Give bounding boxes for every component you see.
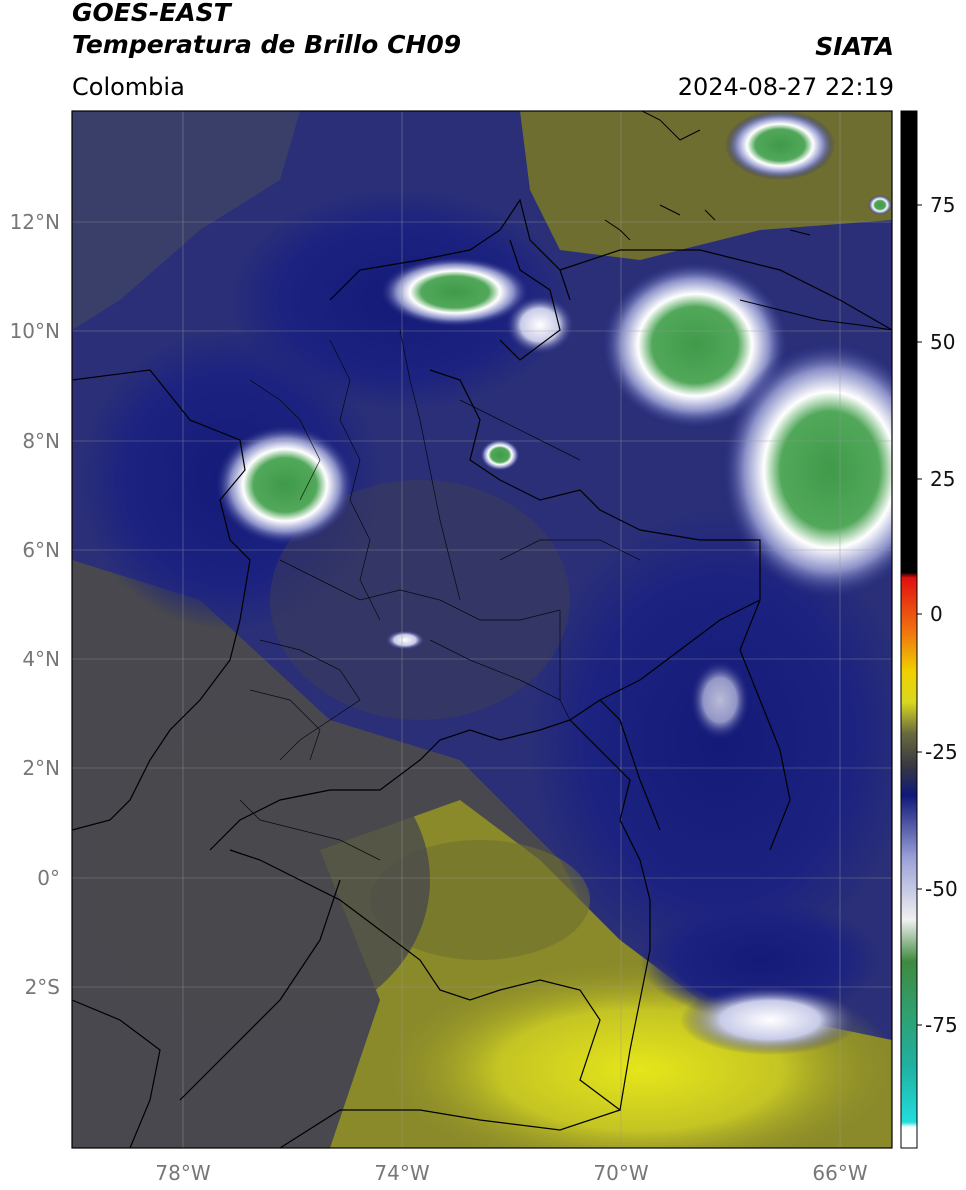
- map-frame: [71, 110, 893, 1149]
- product-title: Temperatura de Brillo CH09: [72, 30, 462, 59]
- colorbar-tick-minus75: -75: [925, 1013, 958, 1037]
- timestamp-label: 2024-08-27 22:19: [677, 73, 894, 101]
- gray-north-west: [72, 111, 300, 330]
- colorbar-scale: [900, 110, 918, 1149]
- latitude-labels: 12°N 10°N 8°N 6°N 4°N 2°N 0° 2°S: [10, 210, 60, 999]
- lat-label-12N: 12°N: [10, 210, 60, 234]
- lat-label-4N: 4°N: [22, 647, 60, 671]
- colorbar: 75 50 25 0 -25 -50 -75: [900, 110, 958, 1149]
- colorbar-tick-0: 0: [930, 602, 943, 626]
- cloud-cell-venezuela: [600, 260, 790, 430]
- cloud-cell-antioquia: [215, 425, 355, 545]
- lon-label-70W: 70°W: [593, 1161, 648, 1185]
- country-borders: [72, 198, 892, 1148]
- organization-label: SIATA: [815, 32, 894, 61]
- lat-label-2S: 2°S: [25, 975, 60, 999]
- lat-label-10N: 10°N: [10, 319, 60, 343]
- colorbar-tick-25: 25: [930, 467, 955, 491]
- colorbar-tick-75: 75: [930, 193, 955, 217]
- lat-label-8N: 8°N: [22, 429, 60, 453]
- lon-label-74W: 74°W: [374, 1161, 429, 1185]
- department-borders: [239, 329, 641, 861]
- lat-label-0: 0°: [37, 866, 60, 890]
- region-label: Colombia: [72, 73, 185, 101]
- longitude-labels: 78°W 74°W 70°W 66°W: [155, 1161, 867, 1185]
- satellite-name: GOES-EAST: [72, 0, 231, 27]
- colorbar-tick-50: 50: [930, 330, 955, 354]
- cloud-cell-east: [720, 340, 892, 600]
- lat-label-2N: 2°N: [22, 756, 60, 780]
- map-panel: [72, 111, 892, 1148]
- lon-label-78W: 78°W: [155, 1161, 210, 1185]
- cloud-cell-caribbean: [380, 257, 530, 327]
- lat-label-6N: 6°N: [22, 538, 60, 562]
- lon-label-66W: 66°W: [812, 1161, 867, 1185]
- coastline-islands: [604, 111, 892, 331]
- colorbar-tick-minus50: -50: [925, 877, 958, 901]
- graticule: [72, 111, 892, 1148]
- colorbar-tick-minus25: -25: [925, 740, 958, 764]
